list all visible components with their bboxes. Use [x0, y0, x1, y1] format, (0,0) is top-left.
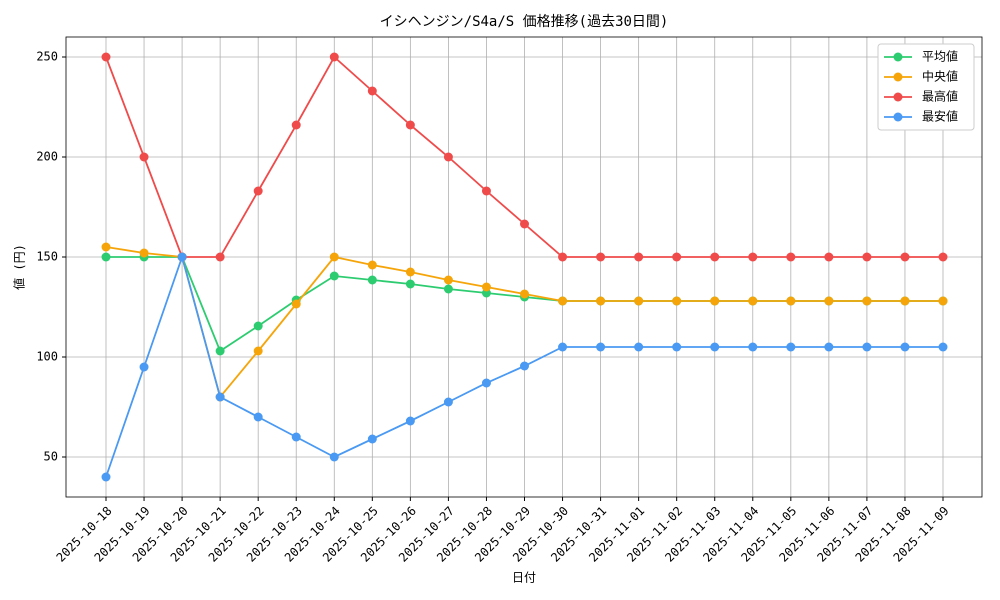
- point: [520, 289, 529, 299]
- legend-label: 最高値: [922, 89, 958, 104]
- point: [405, 279, 415, 289]
- point: [443, 284, 453, 294]
- legend-marker: [893, 52, 903, 62]
- point: [938, 342, 948, 352]
- point: [291, 432, 301, 442]
- point: [900, 342, 910, 352]
- point: [101, 472, 111, 482]
- point: [405, 416, 415, 426]
- point: [672, 252, 682, 262]
- point: [596, 252, 606, 262]
- point: [253, 321, 263, 331]
- y-tick-label: 250: [36, 50, 58, 64]
- point: [139, 248, 149, 258]
- point: [748, 252, 758, 262]
- point: [710, 252, 720, 262]
- point: [558, 252, 568, 262]
- legend-label: 最安値: [922, 109, 958, 124]
- y-tick-label: 100: [36, 350, 58, 364]
- point: [520, 361, 529, 371]
- point: [824, 296, 834, 306]
- point: [900, 296, 910, 306]
- point: [139, 152, 149, 162]
- chart-title: イシヘンジン/S4a/S 価格推移(過去30日間): [380, 14, 669, 30]
- point: [786, 296, 796, 306]
- legend-marker: [893, 72, 903, 82]
- point: [748, 296, 758, 306]
- point: [786, 342, 796, 352]
- point: [710, 296, 720, 306]
- plot-frame: [65, 36, 983, 498]
- point: [481, 378, 491, 388]
- legend-marker: [893, 112, 903, 122]
- point: [367, 275, 377, 285]
- point: [900, 252, 910, 262]
- point: [938, 252, 948, 262]
- point: [101, 52, 111, 62]
- point: [862, 296, 872, 306]
- point: [367, 260, 377, 270]
- point: [824, 252, 834, 262]
- point: [177, 252, 187, 262]
- point: [329, 452, 339, 462]
- point: [101, 242, 111, 252]
- point: [291, 120, 301, 130]
- y-axis-label: 値 (円): [12, 244, 27, 290]
- legend-label: 平均値: [922, 49, 958, 64]
- point: [443, 275, 453, 285]
- point: [291, 299, 301, 309]
- point: [253, 346, 263, 356]
- point: [443, 152, 453, 162]
- point: [253, 186, 263, 196]
- point: [634, 252, 644, 262]
- point: [558, 296, 568, 306]
- point: [329, 52, 339, 62]
- point: [672, 342, 682, 352]
- legend-marker: [893, 92, 903, 102]
- point: [367, 434, 377, 444]
- point: [329, 252, 339, 262]
- y-tick-label: 200: [36, 150, 58, 164]
- point: [634, 342, 644, 352]
- point: [405, 120, 415, 130]
- point: [253, 412, 263, 422]
- point: [481, 282, 491, 292]
- point: [481, 186, 491, 196]
- point: [443, 397, 453, 407]
- y-tick-label: 150: [36, 250, 58, 264]
- point: [520, 219, 529, 229]
- point: [596, 296, 606, 306]
- x-axis-label: 日付: [512, 571, 536, 585]
- point: [862, 342, 872, 352]
- legend-box: [877, 43, 975, 131]
- point: [215, 252, 225, 262]
- point: [596, 342, 606, 352]
- point: [367, 86, 377, 96]
- point: [215, 392, 225, 402]
- point: [710, 342, 720, 352]
- legend-label: 中央値: [922, 69, 958, 84]
- point: [938, 296, 948, 306]
- point: [215, 346, 225, 356]
- point: [634, 296, 644, 306]
- y-tick-label: 50: [44, 450, 58, 464]
- point: [329, 271, 339, 281]
- point: [786, 252, 796, 262]
- point: [139, 362, 149, 372]
- point: [405, 267, 415, 277]
- point: [101, 252, 111, 262]
- point: [748, 342, 758, 352]
- point: [824, 342, 834, 352]
- point: [672, 296, 682, 306]
- point: [558, 342, 568, 352]
- point: [862, 252, 872, 262]
- grid: [66, 37, 982, 497]
